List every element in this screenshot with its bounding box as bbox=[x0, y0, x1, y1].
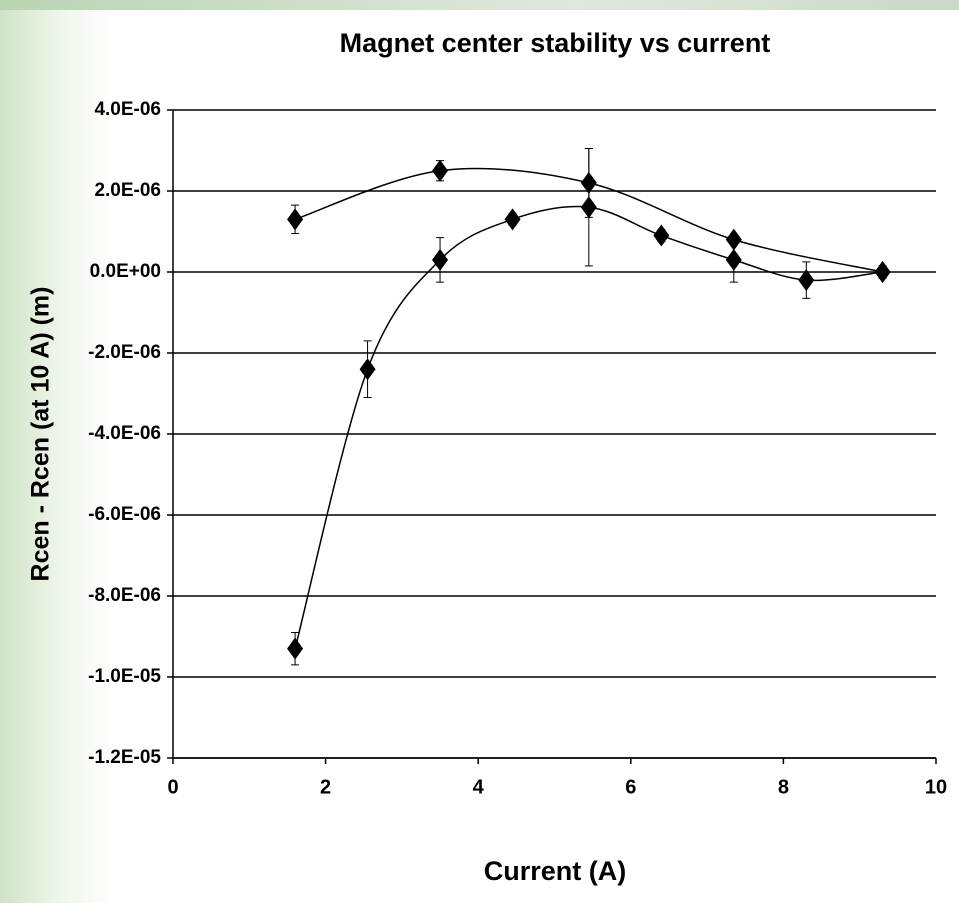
marker bbox=[432, 159, 449, 182]
y-tick-label: -6.0E-06 bbox=[88, 504, 161, 525]
y-tick-label: -1.0E-05 bbox=[88, 666, 161, 687]
x-tick-label: 8 bbox=[778, 776, 789, 798]
y-tick-label: 2.0E-06 bbox=[94, 180, 161, 201]
marker bbox=[504, 208, 521, 231]
y-tick-label: 0.0E+00 bbox=[90, 261, 161, 282]
y-tick-label: -2.0E-06 bbox=[88, 342, 161, 363]
x-tick-label: 6 bbox=[625, 776, 636, 798]
x-tick-label: 2 bbox=[320, 776, 331, 798]
marker bbox=[874, 261, 891, 283]
x-axis-label: Current (A) bbox=[484, 856, 627, 886]
x-tick-label: 10 bbox=[925, 776, 947, 798]
marker bbox=[580, 196, 597, 219]
series-line bbox=[294, 205, 883, 649]
y-axis-label: Rcen - Rcen (at 10 A) (m) bbox=[27, 287, 55, 582]
x-tick-label: 4 bbox=[473, 776, 485, 798]
marker bbox=[725, 248, 742, 271]
x-tick-label: 0 bbox=[167, 776, 178, 798]
marker bbox=[798, 269, 815, 292]
top-band bbox=[0, 0, 959, 10]
marker bbox=[287, 637, 304, 660]
marker bbox=[653, 224, 670, 247]
chart-title: Magnet center stability vs current bbox=[340, 28, 771, 58]
y-tick-label: -4.0E-06 bbox=[88, 423, 161, 444]
y-tick-label: 4.0E-06 bbox=[94, 99, 161, 120]
marker bbox=[432, 248, 449, 271]
marker bbox=[287, 208, 304, 231]
y-tick-label: -8.0E-06 bbox=[88, 585, 161, 606]
y-tick-label: -1.2E-05 bbox=[88, 747, 161, 768]
marker bbox=[359, 358, 376, 381]
